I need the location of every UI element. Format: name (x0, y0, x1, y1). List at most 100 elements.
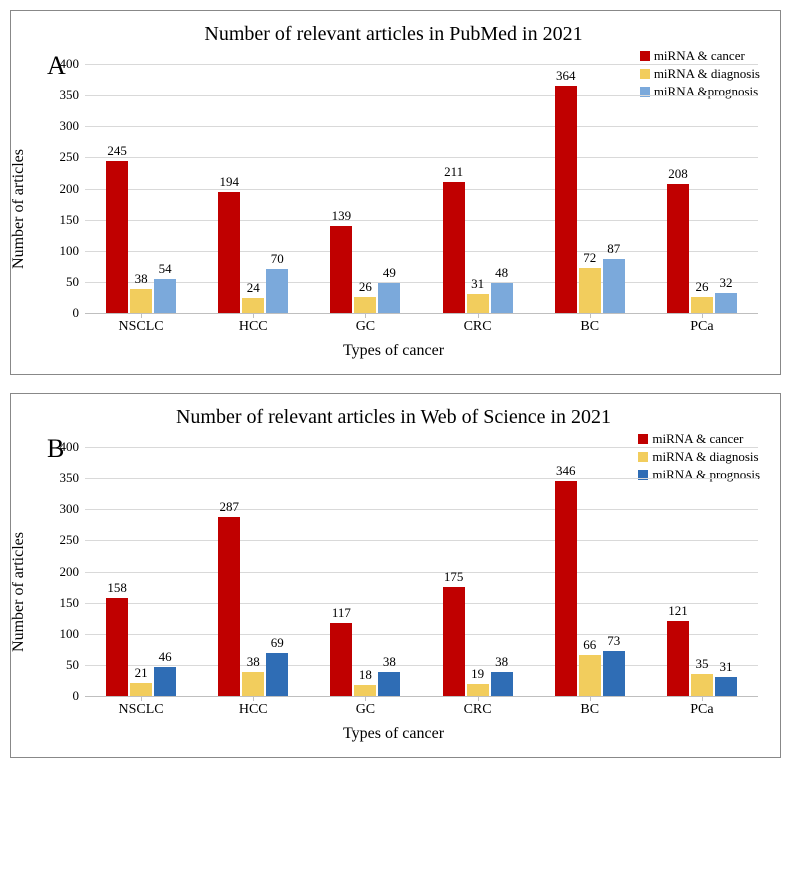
bar-groups: 2453854NSCLC1942470HCC1392649GC2113148CR… (85, 64, 758, 313)
y-tick-label: 150 (45, 595, 79, 611)
bar: 66 (579, 655, 601, 696)
x-tick-label: GC (356, 702, 375, 718)
x-tick-label: HCC (239, 319, 268, 335)
x-tick-label: BC (580, 702, 599, 718)
y-tick-label: 200 (45, 564, 79, 580)
bar: 208 (667, 184, 689, 313)
bar: 24 (242, 298, 264, 313)
bar-group: 2453854NSCLC (85, 64, 197, 313)
bar-value-label: 73 (607, 633, 620, 649)
y-tick-label: 400 (45, 56, 79, 72)
bar: 287 (218, 517, 240, 696)
chart-panel-a: Number of relevant articles in PubMed in… (10, 10, 781, 375)
bar-value-label: 18 (359, 667, 372, 683)
x-tick-mark (253, 313, 254, 318)
x-tick-label: NSCLC (119, 319, 164, 335)
bar: 26 (691, 297, 713, 313)
y-axis-label: Number of articles (10, 149, 28, 269)
x-tick-label: GC (356, 319, 375, 335)
bar-value-label: 287 (220, 499, 240, 515)
y-axis-label: Number of articles (10, 532, 28, 652)
bar-group: 1582146NSCLC (85, 447, 197, 696)
y-tick-label: 300 (45, 501, 79, 517)
y-tick-label: 50 (45, 657, 79, 673)
bar-value-label: 346 (556, 463, 576, 479)
x-tick-label: NSCLC (119, 702, 164, 718)
bar: 31 (715, 677, 737, 696)
bar: 32 (715, 293, 737, 313)
x-tick-mark (253, 696, 254, 701)
y-tick-label: 150 (45, 212, 79, 228)
bar: 117 (330, 623, 352, 696)
x-tick-mark (702, 696, 703, 701)
x-tick-label: BC (580, 319, 599, 335)
bar: 72 (579, 268, 601, 313)
x-tick-label: CRC (464, 702, 492, 718)
bar-value-label: 364 (556, 68, 576, 84)
bar: 18 (354, 685, 376, 696)
bar-value-label: 26 (695, 279, 708, 295)
bar-group: 2873869HCC (197, 447, 309, 696)
bar: 21 (130, 683, 152, 696)
bar-value-label: 49 (383, 265, 396, 281)
bar-group: 3466673BC (534, 447, 646, 696)
bar-value-label: 32 (719, 275, 732, 291)
y-tick-label: 0 (45, 688, 79, 704)
bar: 87 (603, 259, 625, 313)
bar-value-label: 48 (495, 265, 508, 281)
bar-value-label: 66 (583, 637, 596, 653)
bar: 139 (330, 226, 352, 313)
bar-value-label: 31 (719, 659, 732, 675)
chart-body: Number of articles0501001502002503003504… (25, 437, 762, 747)
bar-value-label: 87 (607, 241, 620, 257)
x-tick-label: CRC (464, 319, 492, 335)
y-tick-label: 250 (45, 532, 79, 548)
bar: 46 (154, 667, 176, 696)
bar: 38 (378, 672, 400, 696)
bar-group: 1942470HCC (197, 64, 309, 313)
x-tick-mark (702, 313, 703, 318)
x-tick-mark (478, 696, 479, 701)
bar: 121 (667, 621, 689, 696)
bar: 245 (106, 161, 128, 314)
bar: 70 (266, 269, 288, 313)
y-tick-label: 350 (45, 87, 79, 103)
x-tick-label: PCa (690, 702, 713, 718)
bar-value-label: 35 (695, 656, 708, 672)
bar-value-label: 38 (247, 654, 260, 670)
bar: 54 (154, 279, 176, 313)
bar: 211 (443, 182, 465, 313)
bar-value-label: 69 (271, 635, 284, 651)
bar-value-label: 54 (159, 261, 172, 277)
bar-group: 1751938CRC (422, 447, 534, 696)
y-tick-label: 50 (45, 274, 79, 290)
x-tick-label: HCC (239, 702, 268, 718)
y-tick-label: 400 (45, 439, 79, 455)
bar-value-label: 175 (444, 569, 464, 585)
bar-value-label: 139 (332, 208, 352, 224)
x-tick-mark (141, 696, 142, 701)
bar: 175 (443, 587, 465, 696)
y-tick-label: 100 (45, 243, 79, 259)
bar-value-label: 19 (471, 666, 484, 682)
bar-group: 1213531PCa (646, 447, 758, 696)
bar-value-label: 46 (159, 649, 172, 665)
bar: 31 (467, 294, 489, 313)
bar: 48 (491, 283, 513, 313)
bar: 38 (130, 289, 152, 313)
bar-value-label: 38 (383, 654, 396, 670)
bar-group: 2113148CRC (422, 64, 534, 313)
bar: 38 (491, 672, 513, 696)
y-tick-label: 0 (45, 305, 79, 321)
chart-panel-b: Number of relevant articles in Web of Sc… (10, 393, 781, 758)
bar-value-label: 158 (107, 580, 127, 596)
bar: 194 (218, 192, 240, 313)
x-tick-mark (365, 696, 366, 701)
x-tick-mark (141, 313, 142, 318)
bar-value-label: 38 (495, 654, 508, 670)
x-axis-label: Types of cancer (343, 342, 444, 360)
bar-value-label: 245 (107, 143, 127, 159)
bar: 38 (242, 672, 264, 696)
x-tick-mark (590, 696, 591, 701)
bar-group: 1171838GC (309, 447, 421, 696)
